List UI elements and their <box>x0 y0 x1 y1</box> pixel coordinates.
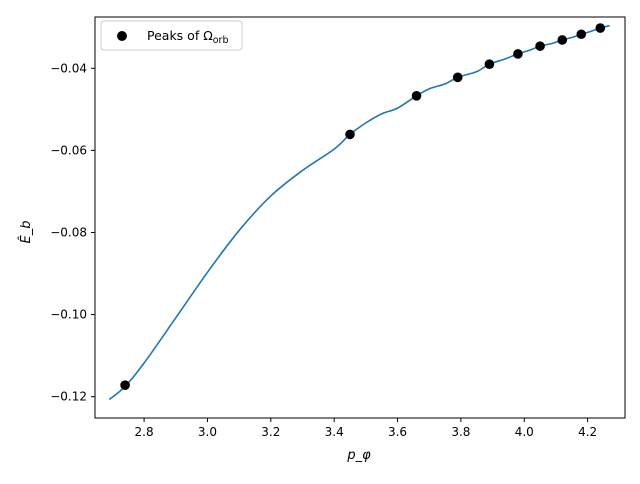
peak-point <box>535 41 545 51</box>
peak-point <box>411 91 422 101</box>
y-tick-label: −0.10 <box>50 308 87 322</box>
y-tick-label: −0.08 <box>50 225 87 239</box>
x-tick-label: 3.2 <box>261 425 280 439</box>
y-tick-label: −0.04 <box>50 61 87 75</box>
peak-point <box>484 59 495 69</box>
y-tick-label: −0.06 <box>50 143 87 157</box>
x-axis-ticks: 2.8 3.0 3.2 3.4 3.6 3.8 4.0 4.2 <box>135 418 597 439</box>
y-axis-ticks: −0.12 −0.10 −0.08 −0.06 −0.04 <box>50 61 95 404</box>
x-tick-label: 2.8 <box>135 425 154 439</box>
legend-label: Peaks of Ωorb <box>147 28 229 46</box>
y-tick-label: −0.12 <box>50 390 87 404</box>
peak-point <box>595 23 606 33</box>
peak-point <box>513 49 523 59</box>
x-tick-label: 4.0 <box>515 425 534 439</box>
peak-point <box>576 29 587 40</box>
plot-area <box>94 16 626 419</box>
x-tick-label: 3.4 <box>325 425 344 439</box>
axes-frame <box>94 16 626 419</box>
legend: Peaks of Ωorb <box>100 20 243 51</box>
series-layer <box>108 23 610 401</box>
peak-point <box>345 129 355 140</box>
x-tick-label: 3.6 <box>388 425 407 439</box>
legend-marker <box>117 31 127 41</box>
legend-label-main: Peaks of Ω <box>147 28 213 43</box>
x-tick-label: 3.8 <box>451 425 470 439</box>
x-axis-label: p_φ <box>346 448 371 463</box>
x-tick-label: 3.0 <box>198 425 217 439</box>
y-axis-label: Ê_b <box>18 221 34 244</box>
peak-point <box>557 35 568 45</box>
peak-point <box>452 72 463 83</box>
legend-frame <box>100 20 243 51</box>
x-tick-label: 4.2 <box>578 425 597 439</box>
legend-label-subscript: orb <box>213 35 229 46</box>
peak-point <box>120 380 130 390</box>
